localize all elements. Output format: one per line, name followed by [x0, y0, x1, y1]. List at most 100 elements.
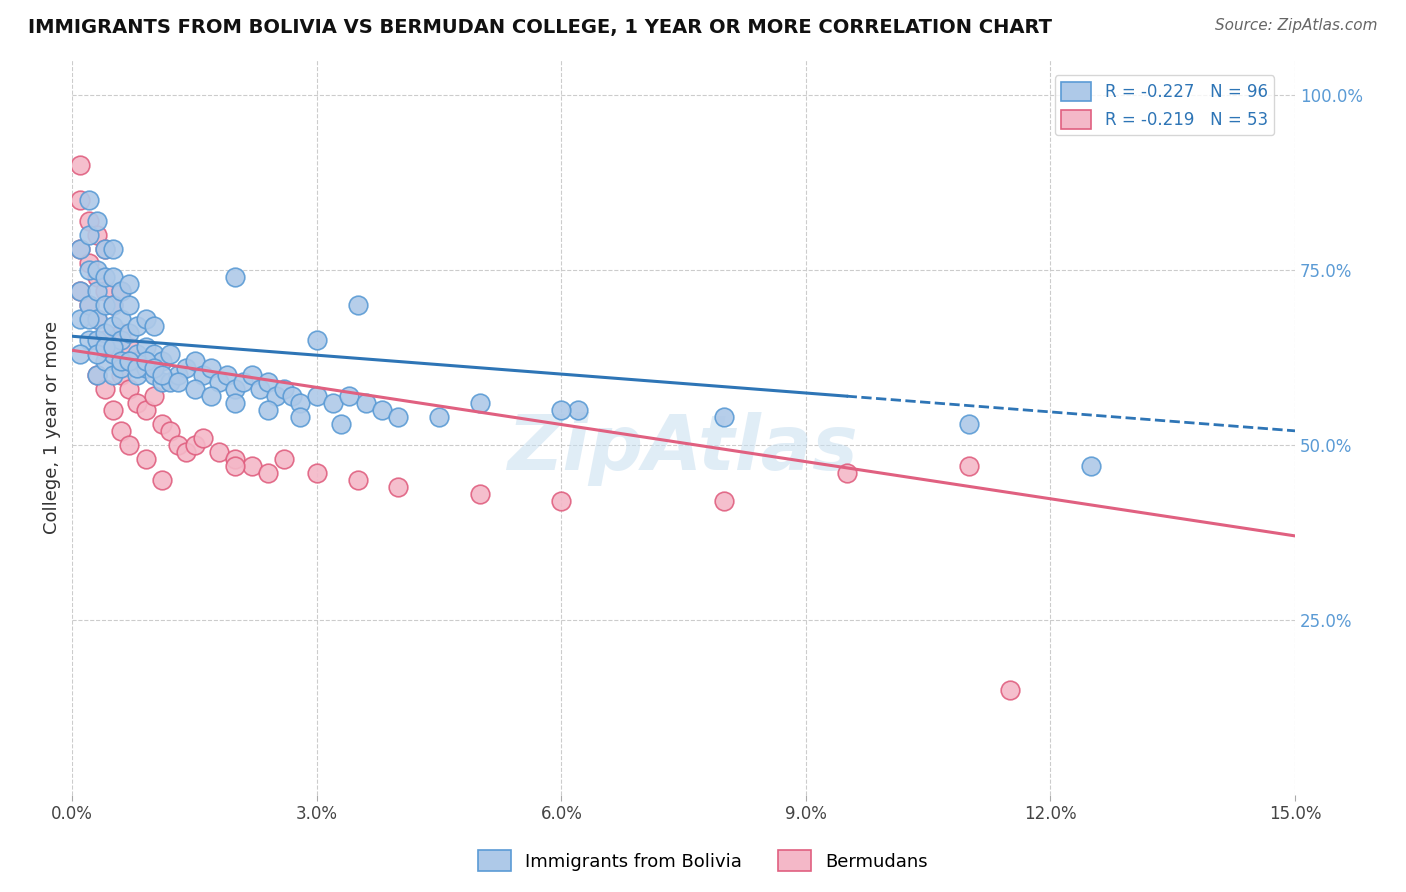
Point: [77, 262, 100, 277]
Point: [110, 368, 132, 382]
Point: [713, 494, 735, 508]
Point: [387, 480, 409, 494]
Point: [142, 318, 165, 333]
Point: [69, 193, 91, 207]
Point: [208, 375, 231, 389]
Point: [118, 277, 141, 291]
Point: [427, 409, 450, 424]
Point: [77, 193, 100, 207]
Point: [118, 353, 141, 368]
Point: [224, 451, 246, 466]
Point: [94, 340, 117, 354]
Point: [101, 298, 124, 312]
Point: [69, 242, 91, 256]
Point: [346, 298, 368, 312]
Point: [150, 473, 173, 487]
Point: [159, 424, 181, 438]
Point: [305, 466, 328, 480]
Point: [94, 333, 117, 347]
Point: [957, 458, 980, 473]
Point: [77, 213, 100, 227]
Point: [150, 417, 173, 431]
Point: [264, 389, 287, 403]
Point: [183, 353, 205, 368]
Point: [69, 347, 91, 361]
Point: [135, 451, 157, 466]
Point: [257, 375, 280, 389]
Point: [86, 333, 108, 347]
Point: [110, 360, 132, 375]
Point: [217, 368, 239, 382]
Point: [110, 284, 132, 298]
Point: [94, 353, 117, 368]
Point: [110, 424, 132, 438]
Point: [354, 396, 377, 410]
Point: [305, 389, 328, 403]
Point: [135, 340, 157, 354]
Point: [86, 269, 108, 284]
Point: [77, 256, 100, 270]
Point: [257, 402, 280, 417]
Point: [86, 213, 108, 227]
Point: [94, 269, 117, 284]
Point: [159, 375, 181, 389]
Point: [127, 347, 149, 361]
Point: [142, 360, 165, 375]
Point: [110, 333, 132, 347]
Point: [200, 360, 222, 375]
Legend: Immigrants from Bolivia, Bermudans: Immigrants from Bolivia, Bermudans: [471, 843, 935, 879]
Point: [273, 451, 295, 466]
Point: [101, 368, 124, 382]
Point: [86, 368, 108, 382]
Point: [387, 409, 409, 424]
Point: [86, 262, 108, 277]
Point: [998, 683, 1021, 698]
Point: [101, 347, 124, 361]
Point: [290, 396, 312, 410]
Point: [135, 353, 157, 368]
Point: [127, 396, 149, 410]
Legend: R = -0.227   N = 96, R = -0.219   N = 53: R = -0.227 N = 96, R = -0.219 N = 53: [1054, 75, 1274, 136]
Point: [150, 375, 173, 389]
Point: [257, 466, 280, 480]
Point: [86, 347, 108, 361]
Point: [322, 396, 344, 410]
Point: [208, 445, 231, 459]
Point: [339, 389, 361, 403]
Point: [273, 382, 295, 396]
Y-axis label: College, 1 year or more: College, 1 year or more: [44, 321, 60, 534]
Point: [468, 396, 491, 410]
Point: [1080, 458, 1102, 473]
Point: [118, 438, 141, 452]
Point: [371, 402, 394, 417]
Point: [305, 333, 328, 347]
Point: [94, 242, 117, 256]
Point: [167, 438, 190, 452]
Point: [176, 445, 198, 459]
Point: [232, 375, 254, 389]
Point: [77, 311, 100, 326]
Point: [110, 311, 132, 326]
Point: [101, 318, 124, 333]
Point: [101, 298, 124, 312]
Point: [110, 284, 132, 298]
Point: [224, 382, 246, 396]
Point: [86, 311, 108, 326]
Point: [118, 340, 141, 354]
Point: [330, 417, 353, 431]
Point: [101, 340, 124, 354]
Point: [142, 389, 165, 403]
Point: [550, 402, 572, 417]
Point: [346, 473, 368, 487]
Point: [567, 402, 589, 417]
Point: [94, 284, 117, 298]
Point: [101, 269, 124, 284]
Point: [240, 458, 263, 473]
Point: [86, 368, 108, 382]
Text: ZipAtlas: ZipAtlas: [508, 412, 859, 486]
Point: [224, 269, 246, 284]
Point: [142, 347, 165, 361]
Point: [69, 284, 91, 298]
Point: [77, 298, 100, 312]
Point: [281, 389, 304, 403]
